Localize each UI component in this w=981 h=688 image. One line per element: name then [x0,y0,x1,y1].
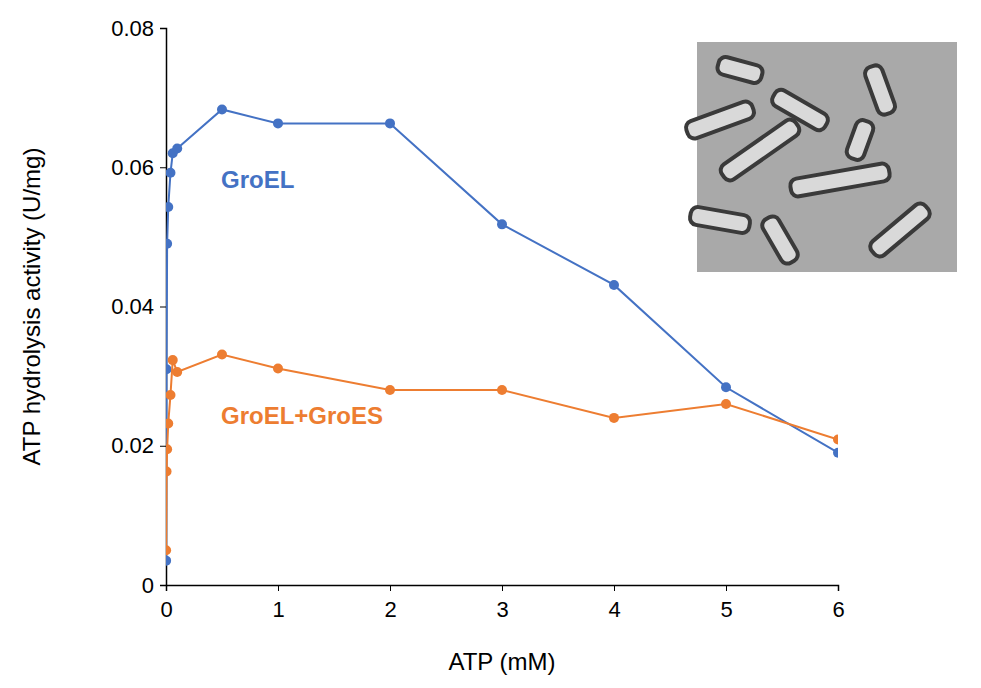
inset-particle [789,162,891,197]
x-tick-label: 3 [496,597,508,622]
y-tick: 0 [142,573,166,598]
x-tick: 1 [272,585,284,622]
x-axis-line [167,586,839,592]
inset-particle [863,63,897,116]
x-tick-mark [390,585,391,591]
series-point [172,367,182,377]
x-tick-label: 2 [384,597,396,622]
y-tick: 0.08 [111,16,166,41]
series-point [385,385,395,395]
y-axis-line [160,29,167,586]
series-point [217,350,227,360]
y-tick: 0.02 [111,433,166,458]
series-point [609,413,619,423]
series-point [497,219,507,229]
series-point [166,418,173,428]
y-tick: 0.04 [111,294,166,319]
inset-particle [867,201,932,260]
series-point [721,382,731,392]
x-tick-mark [614,585,615,591]
series-point [497,385,507,395]
x-axis: 0 1 2 3 4 5 6 [160,585,844,622]
x-tick-label: 1 [272,597,284,622]
series-label: GroEL [221,166,294,193]
series-point [168,355,178,365]
x-tick-label: 6 [832,597,844,622]
chart: 0 1 2 3 4 5 6 0 0.02 0.04 0.06 0.08 ATP (mM) ATP hydr… [0,0,981,688]
x-tick-label: 0 [160,597,172,622]
inset-particle [845,118,876,162]
series-point [721,399,731,409]
series-point [166,168,175,178]
inset-particle [718,117,802,183]
series-point [166,202,173,212]
x-tick-label: 5 [720,597,732,622]
y-tick-mark [160,307,166,308]
y-tick-mark [160,167,166,168]
x-tick-mark [278,585,279,591]
plot-area [166,104,838,565]
series-point [833,448,838,458]
series-point [166,545,171,555]
y-tick-label: 0.08 [111,16,154,41]
series-point [166,390,175,400]
x-tick: 6 [832,585,844,622]
y-tick-mark [160,28,166,29]
x-tick: 5 [720,585,732,622]
x-tick-mark [502,585,503,591]
series-point [172,143,182,153]
series-label: GroEL+GroES [221,402,383,429]
inset-particle [760,214,801,266]
inset-particle [770,87,831,133]
inset-micrograph [684,42,957,272]
series-point [166,239,172,249]
series-point [166,556,171,566]
series-point [385,118,395,128]
y-tick-mark [160,585,166,586]
x-tick: 2 [384,585,396,622]
y-tick-label: 0 [142,573,154,598]
y-tick-label: 0.06 [111,155,154,180]
x-tick: 3 [496,585,508,622]
y-tick-mark [160,446,166,447]
inset-particle [689,206,751,234]
y-axis-title: ATP hydrolysis activity (U/mg) [18,148,45,466]
series-point [166,364,172,374]
x-tick: 4 [608,585,620,622]
y-tick-label: 0.04 [111,294,154,319]
x-axis-title: ATP (mM) [448,648,555,675]
y-tick: 0.06 [111,155,166,180]
y-axis: 0 0.02 0.04 0.06 0.08 [111,16,166,598]
series-point [833,434,838,444]
y-tick-label: 0.02 [111,433,154,458]
series-point [166,444,172,454]
series-point [166,467,172,477]
x-tick: 0 [160,585,172,622]
x-tick-mark [726,585,727,591]
series-point [609,280,619,290]
series-point [273,363,283,373]
series-line [166,109,838,560]
series-line [166,355,838,551]
inset-particle [684,100,756,141]
x-tick-mark [838,585,839,591]
inset-background [697,42,957,272]
series-point [273,118,283,128]
inset-particle [716,55,764,84]
x-tick-label: 4 [608,597,620,622]
series-point [217,104,227,114]
